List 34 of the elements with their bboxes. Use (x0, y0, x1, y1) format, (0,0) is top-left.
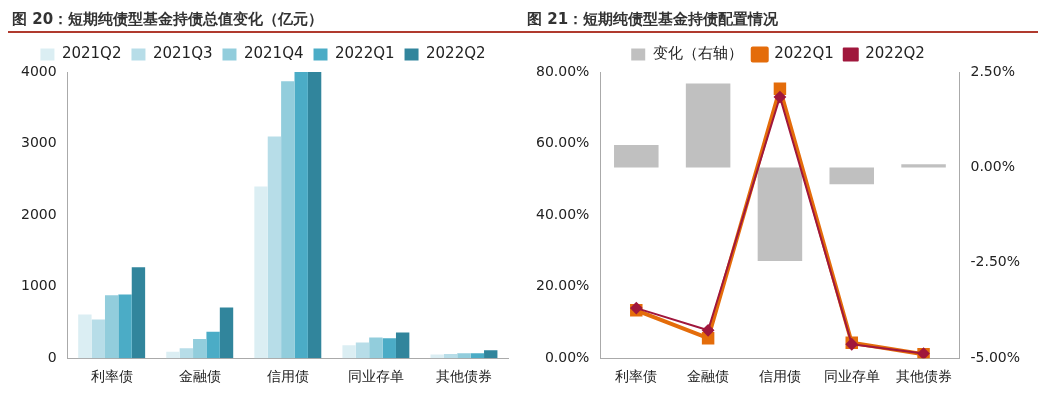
x-tick-label: 同业存单 (347, 368, 404, 385)
chart-title: 图 20：短期纯债型基金持债总值变化（亿元） (8, 8, 523, 33)
x-tick-label: 金融债 (687, 368, 730, 385)
y-tick-label: 2000 (20, 205, 57, 222)
legend-label: 2022Q1 (335, 44, 395, 63)
legend-label: 变化（右轴） (652, 44, 743, 63)
x-tick-label: 其他债券 (895, 368, 952, 385)
y-tick-label: 80.00% (535, 62, 590, 79)
y2-tick-label: 0.00% (970, 158, 1015, 175)
x-tick-label: 利率债 (90, 368, 133, 385)
y-tick-label: 4000 (20, 62, 57, 79)
x-tick-label: 其他债券 (435, 368, 492, 385)
x-tick-label: 信用债 (266, 368, 309, 385)
y2-tick-label: 2.50% (970, 62, 1015, 79)
y2-tick-label: -2.50% (970, 253, 1020, 270)
x-tick-label: 金融债 (178, 368, 221, 385)
legend-label: 2022Q1 (774, 44, 834, 63)
y-tick-label: 1000 (20, 277, 57, 294)
y-tick-label: 60.00% (535, 134, 590, 151)
legend-label: 2021Q3 (152, 44, 213, 63)
y-tick-label: 0.00% (544, 348, 590, 365)
x-tick-label: 同业存单 (823, 368, 880, 385)
legend-label: 2022Q2 (426, 44, 486, 63)
y-tick-label: 20.00% (535, 277, 590, 294)
y2-tick-label: -5.00% (970, 348, 1020, 365)
y-tick-label: 0 (47, 348, 57, 365)
legend-label: 2021Q4 (243, 44, 304, 63)
legend-label: 2021Q2 (61, 44, 122, 63)
y-tick-label: 3000 (20, 134, 57, 151)
legend-label: 2022Q2 (865, 44, 925, 63)
x-tick-label: 利率债 (615, 368, 658, 385)
chart-title: 图 21：短期纯债型基金持债配置情况 (523, 8, 1038, 33)
x-tick-label: 信用债 (758, 368, 801, 385)
y-tick-label: 40.00% (535, 205, 590, 222)
